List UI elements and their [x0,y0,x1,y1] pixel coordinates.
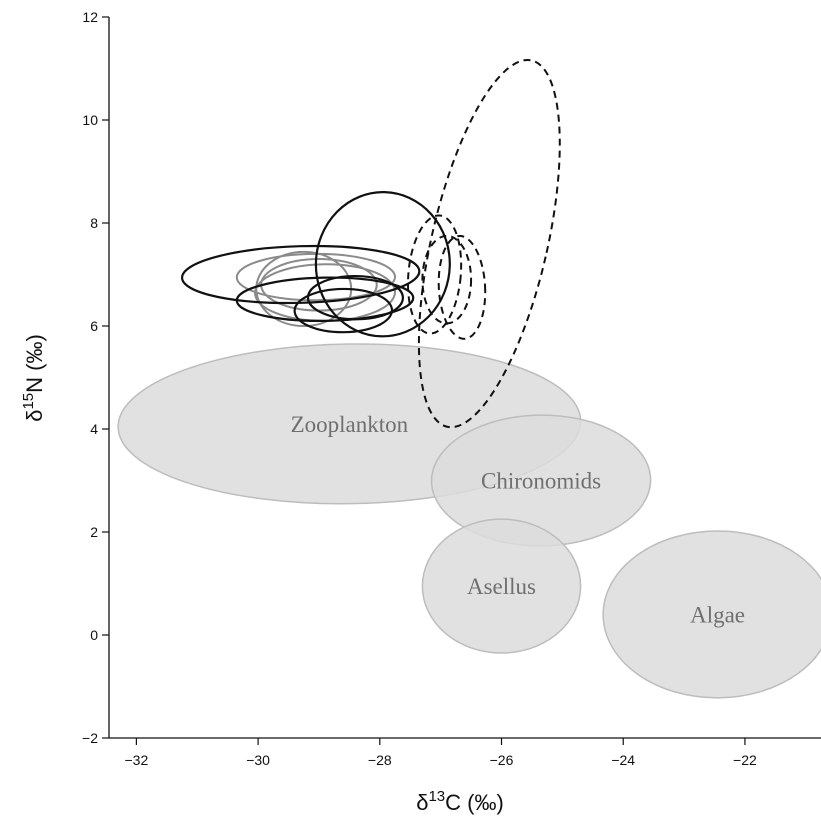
x-tick-label: −28 [368,752,392,768]
black-ellipse-4 [314,191,451,338]
source-label-2: Asellus [467,574,536,599]
dashed-ellipses [406,58,561,429]
y-tick-label: 12 [82,9,98,25]
y-tick-label: 10 [82,112,98,128]
source-label-3: Algae [690,602,745,627]
y-tick-label: −2 [82,730,98,746]
black-ellipse-3 [306,274,405,321]
source-ellipse-2 [421,518,582,654]
x-tick-label: −24 [611,752,635,768]
y-tick-label: 4 [90,421,98,437]
x-tick-label: −30 [246,752,270,768]
axes [108,17,821,739]
black-ellipses [180,191,451,338]
y-tick-label: 0 [90,627,98,643]
y-tick-label: 2 [90,524,98,540]
source-label-0: Zooplankton [291,412,409,437]
black-ellipse-0 [180,244,421,305]
x-tick-label: −22 [733,752,757,768]
y-axis-title: δ15N (‰) [20,334,47,422]
y-tick-label: 6 [90,318,98,334]
y-ticks: −2 0 2 4 6 8 10 12 [82,9,109,746]
x-tick-label: −26 [490,752,514,768]
source-ellipses [117,343,821,699]
x-ticks: −32 −30 −28 −26 −24 −22 [125,738,757,768]
black-ellipse-1 [235,276,415,322]
x-tick-label: −32 [125,752,149,768]
source-label-1: Chironomids [481,469,601,494]
dashed-ellipse-2 [421,234,473,325]
dashed-ellipse-1 [406,214,463,335]
dashed-ellipse-3 [437,234,487,340]
y-tick-label: 8 [90,215,98,231]
black-ellipse-2 [293,287,394,334]
dashed-ellipse-0 [417,58,561,429]
x-axis-title: δ13C (‰) [416,788,504,815]
source-ellipse-3 [602,530,821,699]
source-labels: Zooplankton Chironomids Asellus Algae [291,412,745,628]
